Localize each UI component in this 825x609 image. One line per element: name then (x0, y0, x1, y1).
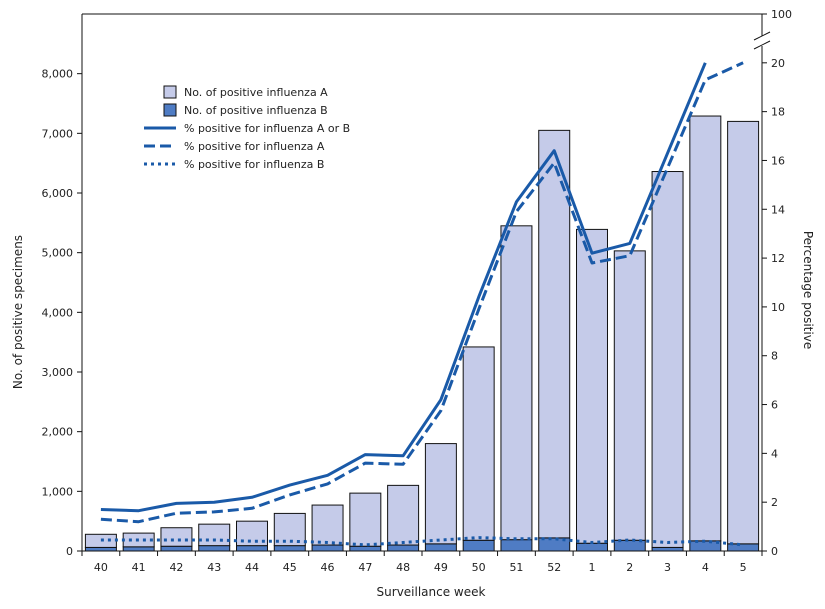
bar-influenza-a (387, 484, 420, 546)
y-axis-title: No. of positive specimens (11, 235, 25, 389)
bar-influenza-b (462, 539, 495, 552)
x-axis-title: Surveillance week (377, 585, 486, 599)
x-tick-label: 48 (396, 561, 410, 574)
bar-influenza-a (198, 523, 231, 547)
y2-tick-label: 12 (771, 252, 785, 265)
y-tick-label: 8,000 (42, 68, 74, 81)
y2-tick-label: 10 (771, 301, 785, 314)
y-tick-label: 2,000 (42, 426, 74, 439)
y-tick-label: 0 (66, 545, 73, 558)
y2-tick-label: 8 (771, 350, 778, 363)
bar-influenza-a (576, 228, 608, 544)
x-tick-label: 44 (245, 561, 259, 574)
x-tick-label: 42 (169, 561, 183, 574)
bar-influenza-a (500, 225, 533, 541)
line-series-3 (100, 536, 744, 547)
y2-tick-label: 18 (771, 106, 785, 119)
x-tick-label: 4 (702, 561, 709, 574)
bar-influenza-b (273, 545, 306, 552)
x-tick-label: 40 (94, 561, 108, 574)
y-tick-label: 4,000 (42, 306, 74, 319)
bar-influenza-b (236, 545, 268, 552)
y2-tick-label: 14 (771, 203, 785, 216)
lines-layer (100, 61, 744, 547)
y2-tick-label: 20 (771, 57, 785, 70)
y2-tick-label: 4 (771, 447, 778, 460)
bar-influenza-b (576, 542, 608, 552)
bar-influenza-a (613, 250, 646, 541)
legend-label: % positive for influenza B (184, 158, 324, 171)
x-tick-label: 41 (132, 561, 146, 574)
bar-influenza-b (198, 545, 231, 552)
bar-influenza-b (311, 544, 344, 552)
x-tick-label: 1 (589, 561, 596, 574)
y2-axis-title: Percentage positive (801, 231, 815, 349)
y-tick-label: 6,000 (42, 187, 74, 200)
bar-influenza-b (122, 546, 155, 552)
bar-influenza-b (84, 546, 117, 552)
bar-influenza-b (387, 544, 420, 552)
bar-influenza-a (727, 120, 760, 545)
y2-tick-label: 16 (771, 154, 785, 167)
bar-influenza-a (651, 171, 684, 548)
x-tick-label: 51 (509, 561, 523, 574)
y2-axis-break-mark (753, 40, 771, 50)
legend-swatch (163, 85, 177, 99)
x-tick-label: 5 (740, 561, 747, 574)
x-tick-label: 49 (434, 561, 448, 574)
x-tick-label: 50 (472, 561, 486, 574)
bar-influenza-a (424, 443, 457, 545)
x-tick-label: 45 (283, 561, 297, 574)
y-tick-label: 5,000 (42, 247, 74, 260)
legend-label: % positive for influenza A or B (184, 122, 350, 135)
bar-influenza-b (651, 546, 684, 552)
legend-label: No. of positive influenza A (184, 86, 328, 99)
bar-influenza-b (500, 539, 533, 552)
x-tick-label: 52 (547, 561, 561, 574)
bar-influenza-a (84, 533, 117, 548)
legend-label: No. of positive influenza B (184, 104, 328, 117)
y-tick-label: 7,000 (42, 127, 74, 140)
x-tick-label: 43 (207, 561, 221, 574)
bar-influenza-a (160, 527, 193, 547)
y2-tick-label: 6 (771, 399, 778, 412)
y2-axis-break-mark (753, 31, 771, 41)
legend-swatch (163, 103, 177, 117)
x-tick-label: 3 (664, 561, 671, 574)
y-tick-label: 3,000 (42, 366, 74, 379)
bar-influenza-a (689, 115, 722, 542)
bar-influenza-b (160, 545, 193, 552)
legend: No. of positive influenza A No. of positi… (144, 85, 350, 171)
bars-layer (84, 115, 760, 552)
y2-tick-label: 0 (771, 545, 778, 558)
bar-influenza-a (311, 504, 344, 546)
y2-tick-label: 2 (771, 496, 778, 509)
y2-tick-label-break: 100 (771, 8, 792, 21)
bar-influenza-a (538, 129, 571, 539)
bar-influenza-b (424, 543, 457, 552)
bar-influenza-b (349, 545, 382, 552)
x-tick-label: 47 (358, 561, 372, 574)
line-series-1 (100, 62, 707, 513)
x-tick-label: 2 (626, 561, 633, 574)
x-tick-label: 46 (321, 561, 335, 574)
bar-influenza-a (349, 492, 382, 547)
legend-label: % positive for influenza A (184, 140, 325, 153)
bar-influenza-a (462, 346, 495, 541)
line-series-2 (100, 61, 744, 524)
y-tick-label: 1,000 (42, 485, 74, 498)
bar-influenza-a (273, 512, 306, 547)
axes-layer: 0 1,000 2,000 3,000 4,000 5,000 6,000 7,000 8,00… (42, 8, 793, 574)
